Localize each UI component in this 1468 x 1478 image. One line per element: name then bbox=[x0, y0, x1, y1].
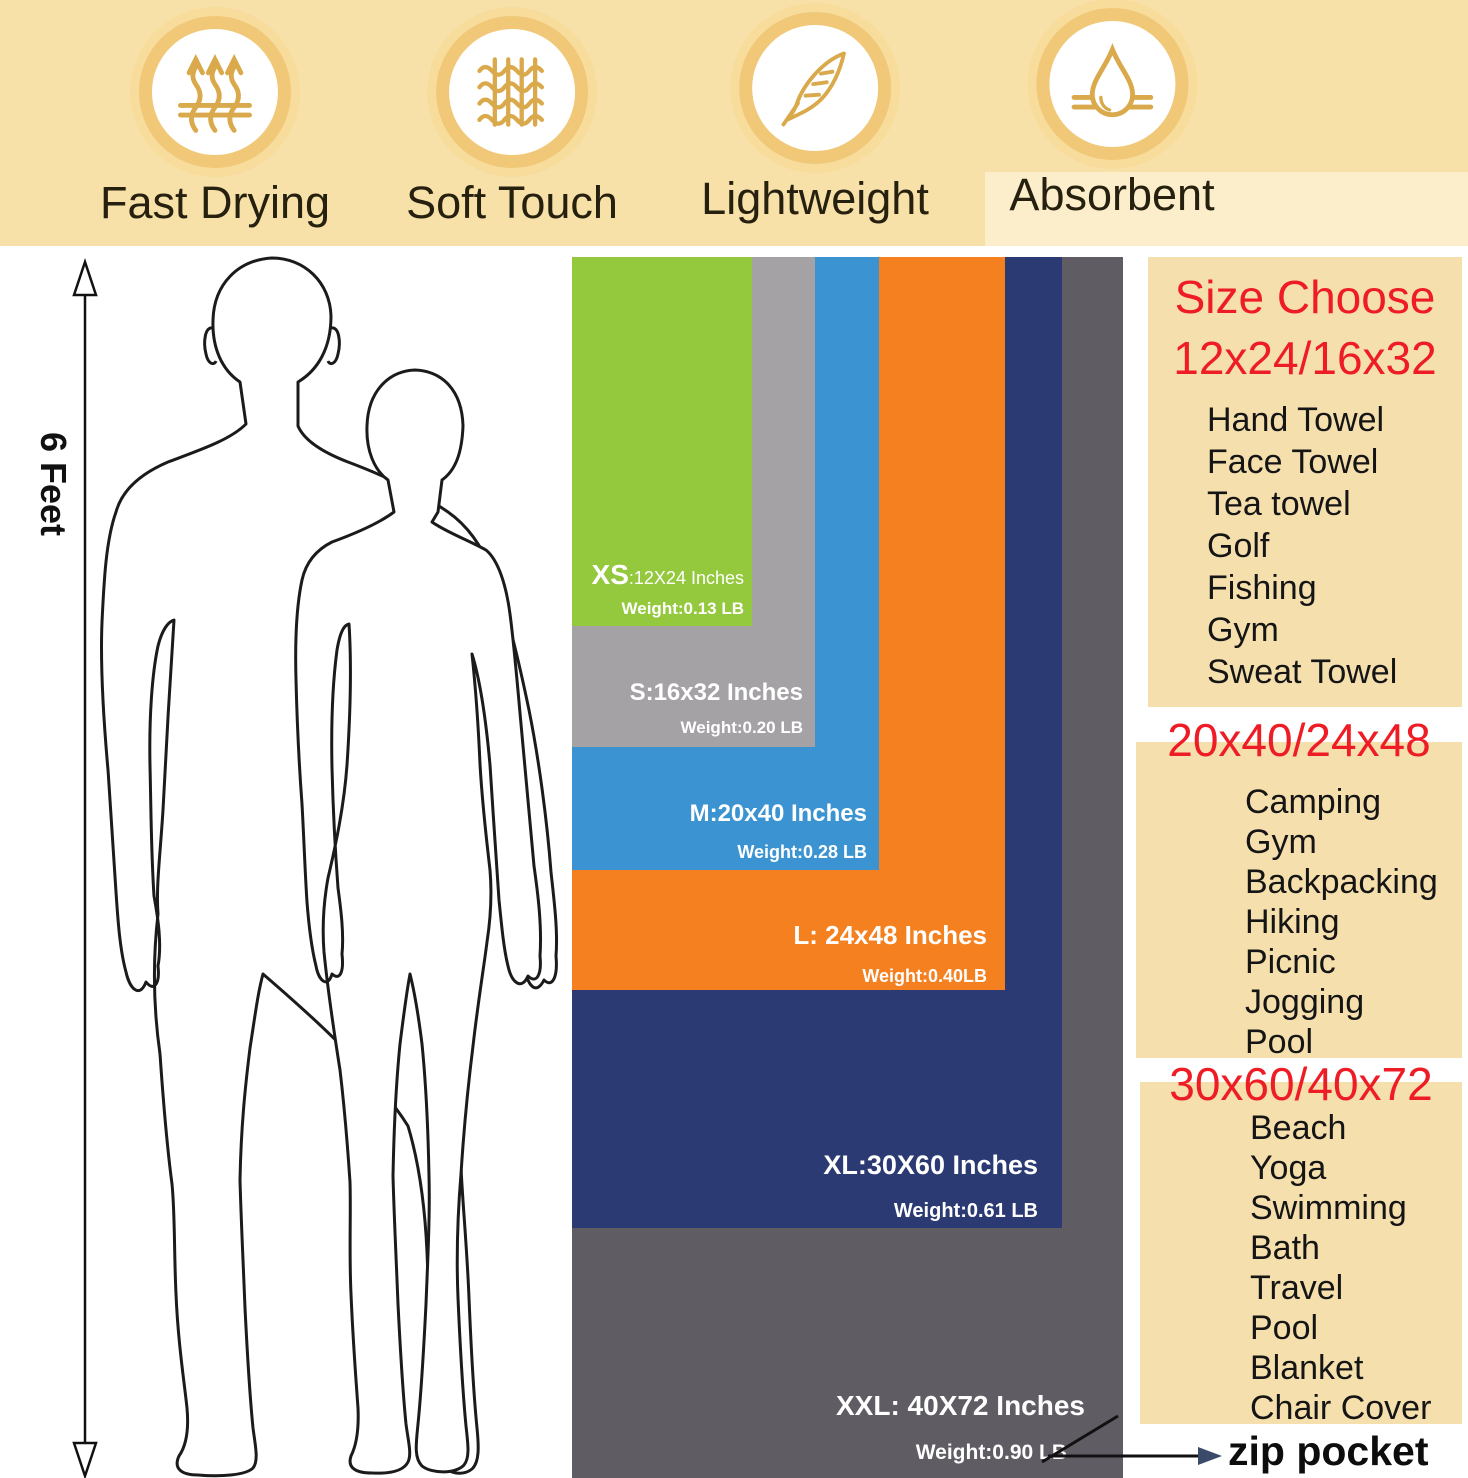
feature-absorbent: Absorbent bbox=[1009, 8, 1215, 221]
feature-banner: Fast Drying Soft Touch bbox=[0, 0, 1468, 246]
panel-item: Face Towel bbox=[1207, 443, 1379, 481]
weight-label: Weight:0.90 LB bbox=[915, 1441, 1067, 1464]
panel-item: Bath bbox=[1250, 1229, 1320, 1267]
feature-label: Lightweight bbox=[701, 173, 929, 224]
panel-item: Gym bbox=[1207, 611, 1279, 649]
panel-item-list: Hand Towel Face Towel Tea towel Golf Fis… bbox=[1148, 399, 1462, 693]
feature-soft-touch: Soft Touch bbox=[406, 16, 618, 229]
feature-lightweight: Lightweight bbox=[701, 12, 929, 225]
panel-item: Pool bbox=[1250, 1309, 1319, 1347]
woman-silhouette bbox=[294, 368, 543, 1475]
panel-item: Pool bbox=[1245, 1023, 1314, 1061]
feature-label: Soft Touch bbox=[406, 177, 618, 228]
panel-item: Swimming bbox=[1250, 1189, 1407, 1227]
size-label: XXL: 40X72 Inches bbox=[835, 1390, 1085, 1421]
panel-item: Gym bbox=[1245, 823, 1317, 861]
man-right-ear bbox=[326, 326, 341, 366]
panel-item-list: Camping Gym Backpacking Hiking Picnic Jo… bbox=[1136, 742, 1462, 1062]
weight-label: Weight:0.61 LB bbox=[893, 1200, 1038, 1222]
panel-item: Sweat Towel bbox=[1207, 653, 1398, 691]
panel-item: Hand Towel bbox=[1207, 401, 1385, 439]
weight-label: Weight:0.13 LB bbox=[621, 599, 744, 618]
towel-stack: XXL: 40X72 Inches Weight:0.90 LB XL:30X6… bbox=[572, 257, 1124, 1478]
water-drop-icon bbox=[1035, 8, 1188, 160]
size-label: XS:12X24 Inches bbox=[591, 559, 744, 590]
panel-subtitle: 12x24/16x32 bbox=[1173, 332, 1437, 384]
panel-title: 20x40/24x48 bbox=[1167, 714, 1431, 766]
figures-graphic bbox=[72, 256, 559, 1478]
size-guide-panel-1: Size Choose 12x24/16x32 Hand Towel Face … bbox=[1148, 257, 1462, 707]
panel-item: Hiking bbox=[1245, 903, 1340, 941]
six-feet-label: 6 Feet bbox=[33, 431, 74, 537]
panel-item: Blanket bbox=[1250, 1349, 1364, 1387]
feature-label: Absorbent bbox=[1009, 169, 1215, 220]
size-guide-panel-3: 30x60/40x72 Beach Yoga Swimming Bath Tra… bbox=[1140, 1058, 1462, 1427]
panel-item: Golf bbox=[1207, 527, 1270, 565]
panel-item: Fishing bbox=[1207, 569, 1317, 607]
feature-label: Fast Drying bbox=[99, 177, 331, 228]
banner-light-band bbox=[985, 172, 1468, 246]
man-left-ear bbox=[203, 326, 218, 366]
panel-item: Tea towel bbox=[1207, 485, 1351, 523]
fabric-weave-icon bbox=[435, 16, 588, 168]
size-label: L: 24x48 Inches bbox=[793, 920, 987, 950]
panel-title: 30x60/40x72 bbox=[1169, 1058, 1433, 1110]
zip-pocket-label: zip pocket bbox=[1228, 1428, 1429, 1474]
feather-icon bbox=[738, 12, 891, 164]
feature-fast-drying: Fast Drying bbox=[100, 16, 330, 229]
towel-rect-xs: XS:12X24 Inches Weight:0.13 LB bbox=[572, 257, 752, 626]
weight-label: Weight:0.20 LB bbox=[680, 718, 803, 737]
panel-title: Size Choose bbox=[1174, 271, 1436, 323]
panel-item: Backpacking bbox=[1245, 863, 1438, 901]
panel-item: Camping bbox=[1245, 783, 1382, 821]
weight-label: Weight:0.40LB bbox=[862, 966, 987, 986]
panel-item: Yoga bbox=[1250, 1149, 1327, 1187]
panel-item: Chair Cover bbox=[1250, 1389, 1432, 1427]
size-label: M:20x40 Inches bbox=[689, 800, 867, 827]
height-arrow bbox=[72, 258, 98, 1478]
panel-item: Jogging bbox=[1245, 983, 1365, 1021]
panel-item-list: Beach Yoga Swimming Bath Travel Pool Bla… bbox=[1140, 1082, 1462, 1428]
panel-item: Beach bbox=[1250, 1109, 1347, 1147]
weight-label: Weight:0.28 LB bbox=[737, 842, 867, 862]
panel-item: Picnic bbox=[1245, 943, 1336, 981]
zip-pocket-arrow bbox=[1041, 1414, 1222, 1465]
fast-drying-icon bbox=[139, 16, 291, 168]
size-guide-panel-2: 20x40/24x48 Camping Gym Backpacking Hiki… bbox=[1136, 714, 1462, 1061]
size-label: XL:30X60 Inches bbox=[823, 1150, 1038, 1180]
size-label: S:16x32 Inches bbox=[629, 679, 803, 706]
panel-item: Travel bbox=[1250, 1269, 1344, 1307]
